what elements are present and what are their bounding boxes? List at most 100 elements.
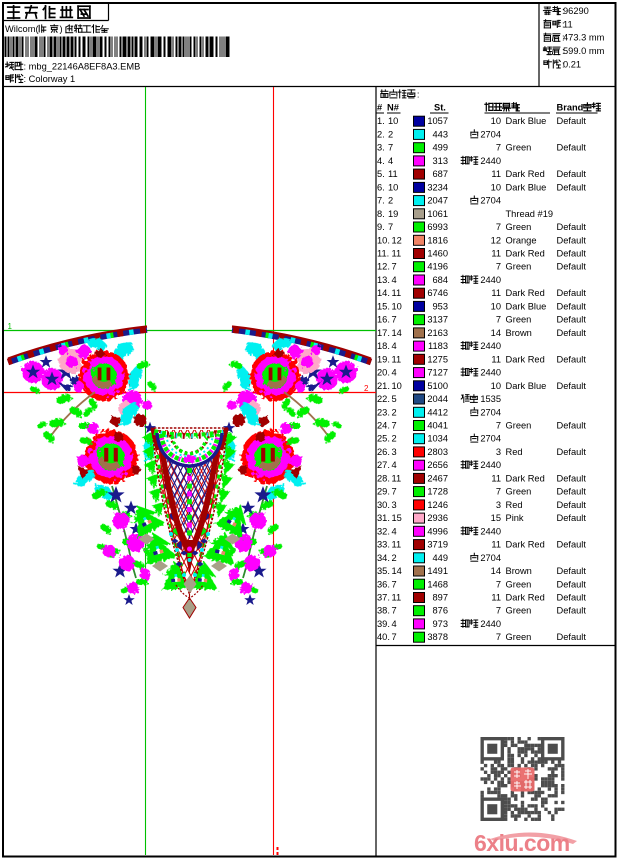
svg-text:1491: 1491: [427, 566, 448, 576]
svg-text:Dark Blue: Dark Blue: [506, 182, 547, 192]
svg-text:Green: Green: [506, 420, 532, 430]
svg-text:31.: 31.: [377, 513, 390, 523]
svg-text:15: 15: [392, 513, 402, 523]
svg-text:2440: 2440: [480, 460, 501, 470]
svg-text:7: 7: [496, 262, 501, 272]
svg-text:953: 953: [432, 301, 448, 311]
svg-text:Wilcom(: Wilcom(: [5, 24, 39, 34]
svg-text:1057: 1057: [427, 116, 448, 126]
svg-text:11.: 11.: [377, 249, 389, 259]
svg-text:Default: Default: [557, 328, 587, 338]
svg-text:19: 19: [388, 209, 398, 219]
svg-text:Default: Default: [557, 473, 587, 483]
svg-text:Green: Green: [506, 487, 532, 497]
svg-text:27.: 27.: [377, 460, 390, 470]
svg-text:Default: Default: [557, 420, 587, 430]
svg-text:876: 876: [432, 606, 448, 616]
svg-text:Default: Default: [557, 262, 587, 272]
svg-text:4412: 4412: [427, 407, 448, 417]
svg-text::: :: [562, 19, 565, 29]
svg-text:Pink: Pink: [506, 513, 524, 523]
svg-text:5.: 5.: [377, 169, 385, 179]
svg-text:11: 11: [392, 473, 402, 483]
svg-text:2440: 2440: [480, 156, 501, 166]
svg-text:N#: N#: [387, 103, 400, 113]
svg-text:: mbg_22146A8EF8A3.EMB: : mbg_22146A8EF8A3.EMB: [24, 62, 141, 72]
svg-text:8.: 8.: [377, 209, 385, 219]
svg-text:Dark Red: Dark Red: [506, 473, 545, 483]
svg-text:4.: 4.: [377, 156, 385, 166]
svg-text:2704: 2704: [480, 434, 501, 444]
svg-text:2704: 2704: [480, 129, 501, 139]
svg-text::: :: [417, 89, 420, 99]
svg-text:Green: Green: [506, 632, 532, 642]
svg-text:473.3 mm: 473.3 mm: [563, 33, 605, 43]
svg-text:1246: 1246: [427, 500, 448, 510]
svg-text:2704: 2704: [480, 407, 501, 417]
svg-text:11: 11: [392, 249, 402, 259]
svg-text:2044: 2044: [427, 394, 448, 404]
svg-text:Orange: Orange: [506, 235, 537, 245]
svg-text:4: 4: [392, 526, 397, 536]
svg-text:Default: Default: [557, 500, 587, 510]
svg-text:38.: 38.: [377, 606, 390, 616]
svg-text:Dark Red: Dark Red: [506, 169, 545, 179]
svg-text:10: 10: [392, 381, 402, 391]
svg-text:15.: 15.: [377, 301, 390, 311]
svg-text:7: 7: [496, 420, 501, 430]
svg-text:Default: Default: [557, 632, 587, 642]
svg-text:10.: 10.: [377, 235, 390, 245]
svg-text:7: 7: [392, 606, 397, 616]
svg-text:1034: 1034: [427, 434, 448, 444]
svg-text:4196: 4196: [427, 262, 448, 272]
svg-text:Green: Green: [506, 143, 532, 153]
svg-text:4: 4: [392, 368, 397, 378]
svg-text:2704: 2704: [480, 196, 501, 206]
svg-text:4: 4: [392, 341, 397, 351]
svg-text:2047: 2047: [427, 196, 448, 206]
svg-text:2: 2: [392, 553, 397, 563]
svg-text:1728: 1728: [427, 487, 448, 497]
svg-text:15: 15: [491, 513, 501, 523]
svg-text:5100: 5100: [427, 381, 448, 391]
svg-text:3: 3: [496, 447, 501, 457]
svg-text:34.: 34.: [377, 553, 390, 563]
svg-text:1183: 1183: [428, 341, 448, 351]
svg-text:12.: 12.: [377, 262, 390, 272]
svg-text:2440: 2440: [480, 368, 501, 378]
svg-text:19.: 19.: [377, 354, 390, 364]
svg-text::: :: [562, 59, 565, 69]
svg-text:14: 14: [392, 566, 402, 576]
svg-text:Default: Default: [557, 487, 587, 497]
svg-text:599.0 mm: 599.0 mm: [563, 46, 605, 56]
svg-text:Brown: Brown: [506, 328, 532, 338]
svg-text:2936: 2936: [427, 513, 448, 523]
svg-text:Default: Default: [557, 143, 587, 153]
svg-text:Default: Default: [557, 354, 587, 364]
svg-text:499: 499: [432, 143, 448, 153]
svg-text:2: 2: [388, 196, 393, 206]
svg-text:3: 3: [392, 447, 397, 457]
svg-text:11: 11: [392, 288, 402, 298]
svg-text:11: 11: [491, 249, 501, 259]
svg-text:Green: Green: [506, 315, 532, 325]
svg-text:Default: Default: [557, 566, 587, 576]
svg-text:18.: 18.: [377, 341, 390, 351]
svg-text:16.: 16.: [377, 315, 390, 325]
svg-text:Default: Default: [557, 288, 587, 298]
svg-text:11: 11: [491, 354, 501, 364]
svg-text:3: 3: [392, 500, 397, 510]
svg-text:26.: 26.: [377, 447, 390, 457]
svg-text:2: 2: [392, 434, 397, 444]
svg-text::: :: [562, 33, 565, 43]
svg-text:1816: 1816: [427, 235, 448, 245]
svg-text:313: 313: [432, 156, 448, 166]
svg-text:Dark Blue: Dark Blue: [506, 381, 547, 391]
svg-text:7: 7: [496, 606, 501, 616]
svg-text:2440: 2440: [480, 619, 501, 629]
svg-text:1460: 1460: [427, 249, 448, 259]
svg-text:9.: 9.: [377, 222, 385, 232]
svg-text:973: 973: [432, 619, 448, 629]
svg-text:10: 10: [491, 301, 501, 311]
svg-text:2803: 2803: [427, 447, 448, 457]
